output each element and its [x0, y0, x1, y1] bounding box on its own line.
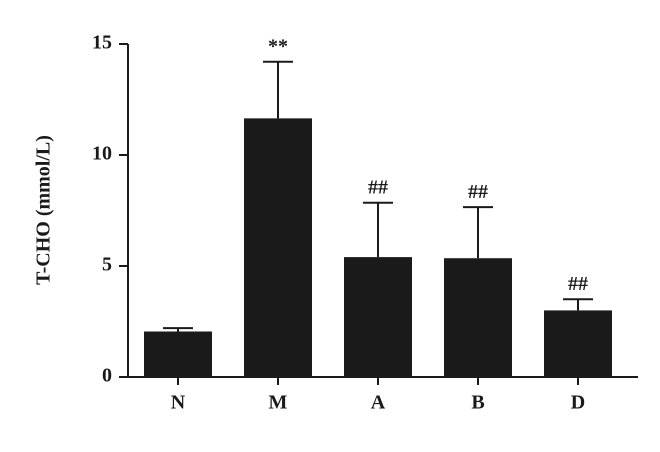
significance-label: **	[268, 35, 288, 57]
x-tick-label: A	[371, 392, 386, 414]
significance-label: ##	[368, 176, 388, 198]
significance-label: ##	[468, 181, 488, 203]
y-tick-label: 15	[92, 32, 112, 54]
x-tick-label: D	[571, 392, 585, 414]
x-tick-label: N	[171, 392, 186, 414]
bar	[444, 258, 512, 377]
y-tick-label: 10	[92, 143, 112, 165]
y-tick-label: 5	[102, 254, 112, 276]
y-axis-label: T-CHO (mmol/L)	[33, 135, 55, 285]
bar	[544, 310, 612, 377]
significance-label: ##	[568, 273, 588, 295]
x-tick-label: M	[269, 392, 288, 414]
bar	[144, 331, 212, 377]
bar	[344, 257, 412, 377]
x-tick-label: B	[471, 392, 484, 414]
bar	[244, 118, 312, 378]
y-tick-label: 0	[102, 365, 112, 387]
